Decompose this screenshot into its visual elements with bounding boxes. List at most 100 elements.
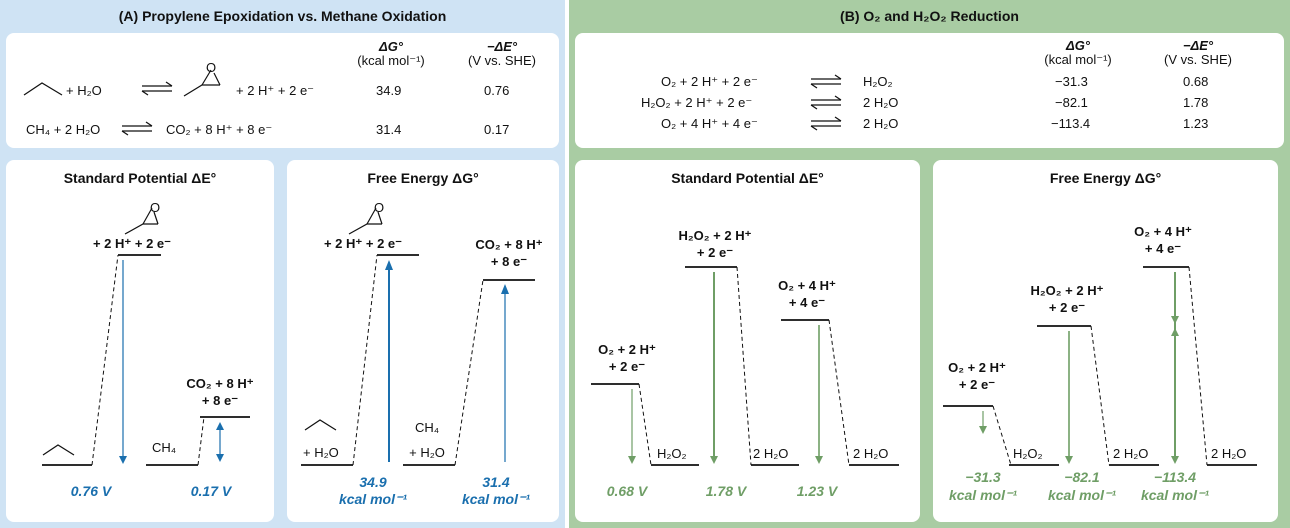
ch4-label-2: + H₂O	[409, 445, 445, 460]
epoxide-structure	[183, 69, 221, 97]
de-unit: (V vs. SHE)	[468, 53, 536, 68]
equilibrium-arrow	[810, 74, 842, 89]
free-energy-value-1b: kcal mol⁻¹	[339, 491, 407, 507]
connector-dashed	[454, 279, 484, 466]
de-header: −ΔE°	[486, 39, 518, 54]
row1-de: 0.68	[1183, 74, 1209, 89]
propylene-structure	[304, 419, 337, 431]
row1-left: + H₂O	[66, 83, 102, 98]
o24-level-label-1: O₂ + 4 H⁺	[1134, 224, 1192, 239]
dg-unit: (kcal mol⁻¹)	[1044, 52, 1112, 67]
potential-diagram-b: O₂ + 2 H⁺ + 2 e⁻ H₂O₂ H₂O₂ + 2 H⁺ + 2 e⁻…	[591, 228, 899, 499]
ch4-label: CH₄	[152, 440, 176, 455]
row1-left: O₂ + 2 H⁺ + 2 e⁻	[661, 74, 758, 89]
free-energy-title: Free Energy ΔG°	[1049, 170, 1162, 186]
free-energy-value-3b: kcal mol⁻¹	[1141, 487, 1209, 503]
dg-header: ΔG°	[1065, 38, 1091, 53]
connector-dashed	[736, 266, 752, 466]
free-energy-value-1a: 34.9	[359, 474, 386, 490]
row2-right: CO₂ + 8 H⁺ + 8 e⁻	[166, 122, 273, 137]
row3-dg: −113.4	[1051, 116, 1091, 131]
svg-text:O: O	[150, 200, 160, 215]
de-unit: (V vs. SHE)	[1164, 52, 1232, 67]
o2-level-label-2: + 2 e⁻	[609, 359, 645, 374]
connector-dashed	[992, 405, 1012, 466]
equilibrium-arrow	[810, 116, 842, 131]
potential-title: Standard Potential ΔE°	[671, 170, 824, 186]
row2-left: H₂O₂ + 2 H⁺ + 2 e⁻	[641, 95, 753, 110]
p-h2o2-label: H₂O₂	[1013, 446, 1043, 461]
dg-header: ΔG°	[378, 39, 404, 54]
row3-left: O₂ + 4 H⁺ + 4 e⁻	[661, 116, 758, 131]
free-energy-value-2b: kcal mol⁻¹	[462, 491, 530, 507]
p-h2o2-label: H₂O₂	[657, 446, 687, 461]
co2-level-label-2: + 8 e⁻	[491, 254, 527, 269]
dg-unit: (kcal mol⁻¹)	[357, 53, 425, 68]
co2-level-label-1: CO₂ + 8 H⁺	[475, 237, 542, 252]
equilibrium-arrow	[121, 121, 153, 136]
free-energy-value-3a: −113.4	[1154, 469, 1196, 485]
h2o-label: + H₂O	[303, 445, 339, 460]
equilibrium-arrow	[810, 95, 842, 110]
panel-b-free-energy-box: Free Energy ΔG° O₂ + 2 H⁺ + 2 e⁻ H₂O₂ H₂…	[933, 160, 1278, 522]
connector-dashed	[638, 383, 652, 466]
potential-value-2: 0.17 V	[191, 483, 233, 499]
row2-de: 1.78	[1183, 95, 1209, 110]
h2o2-level-label-1: H₂O₂ + 2 H⁺	[1031, 283, 1104, 298]
co2-level-label-2: + 8 e⁻	[202, 393, 238, 408]
h2o2-level-label-2: + 2 e⁻	[697, 245, 733, 260]
row1-dg: −31.3	[1055, 74, 1088, 89]
row2-de: 0.17	[484, 122, 510, 137]
connector-dashed	[352, 254, 378, 466]
free-energy-value-1a: −31.3	[965, 469, 1001, 485]
free-energy-value-2b: kcal mol⁻¹	[1048, 487, 1116, 503]
free-energy-value-2a: 31.4	[482, 474, 509, 490]
panel-a-potential-box: Standard Potential ΔE° O + 2 H⁺ + 2 e⁻ C…	[6, 160, 274, 522]
free-energy-value-1b: kcal mol⁻¹	[949, 487, 1017, 503]
p-h2o-b-label: 2 H₂O	[853, 446, 888, 461]
row1-right: H₂O₂	[863, 74, 893, 89]
row1-right: + 2 H⁺ + 2 e⁻	[236, 83, 315, 98]
ch4-label-1: CH₄	[415, 420, 439, 435]
row2-right: 2 H₂O	[863, 95, 899, 110]
epox-level-label: + 2 H⁺ + 2 e⁻	[324, 236, 402, 251]
panel-a-reaction-table: ΔG° (kcal mol⁻¹) −ΔE° (V vs. SHE) O + H	[6, 33, 559, 148]
potential-title: Standard Potential ΔE°	[63, 170, 217, 186]
panel-a: (A) Propylene Epoxidation vs. Methane Ox…	[0, 0, 565, 528]
connector-dashed	[91, 254, 119, 466]
panel-b: (B) O₂ and H₂O₂ Reduction ΔG° (kcal mol⁻…	[569, 0, 1290, 528]
free-energy-title: Free Energy ΔG°	[367, 170, 479, 186]
o24-level-label-1: O₂ + 4 H⁺	[778, 278, 836, 293]
epox-level-label: + 2 H⁺ + 2 e⁻	[93, 236, 171, 251]
p-h2o-a-label: 2 H₂O	[1113, 446, 1148, 461]
potential-value-3: 1.23 V	[797, 483, 839, 499]
o2-level-label-1: O₂ + 2 H⁺	[598, 342, 656, 357]
o2-level-label-2: + 2 e⁻	[959, 377, 995, 392]
reaction-row-structures: O	[23, 60, 221, 136]
o24-level-label-2: + 4 e⁻	[789, 295, 825, 310]
p-h2o-b-label: 2 H₂O	[1211, 446, 1246, 461]
potential-value-1: 0.68 V	[607, 483, 649, 499]
row3-right: 2 H₂O	[863, 116, 899, 131]
panel-a-title: (A) Propylene Epoxidation vs. Methane Ox…	[118, 8, 447, 24]
epoxide-structure	[124, 207, 159, 235]
potential-diagram-a: O + 2 H⁺ + 2 e⁻ CH₄ CO₂ + 8 H⁺ + 8 e⁻ 0.…	[42, 200, 254, 499]
panel-a-free-energy-box: Free Energy ΔG° O + 2 H⁺ + 2 e⁻ + H₂O CH…	[287, 160, 559, 522]
connector-dashed	[828, 319, 850, 466]
row3-de: 1.23	[1183, 116, 1209, 131]
panel-b-title: (B) O₂ and H₂O₂ Reduction	[840, 8, 1019, 24]
connector-dashed	[197, 416, 205, 466]
free-energy-diagram-a: O + 2 H⁺ + 2 e⁻ + H₂O CH₄ + H₂O CO₂ + 8 …	[301, 200, 543, 507]
row1-de: 0.76	[484, 83, 510, 98]
svg-text:O: O	[374, 200, 384, 215]
propylene-structure	[23, 82, 63, 96]
o2-level-label-1: O₂ + 2 H⁺	[948, 360, 1006, 375]
o24-level-label-2: + 4 e⁻	[1145, 241, 1181, 256]
potential-value-2: 1.78 V	[706, 483, 748, 499]
panel-b-reaction-table: ΔG° (kcal mol⁻¹) −ΔE° (V vs. SHE) O₂ + 2…	[575, 33, 1284, 148]
equilibrium-arrow	[141, 81, 173, 96]
potential-value-1: 0.76 V	[71, 483, 113, 499]
h2o2-level-label-1: H₂O₂ + 2 H⁺	[679, 228, 752, 243]
free-energy-diagram-b: O₂ + 2 H⁺ + 2 e⁻ H₂O₂ H₂O₂ + 2 H⁺ + 2 e⁻…	[943, 224, 1257, 503]
h2o2-level-label-2: + 2 e⁻	[1049, 300, 1085, 315]
